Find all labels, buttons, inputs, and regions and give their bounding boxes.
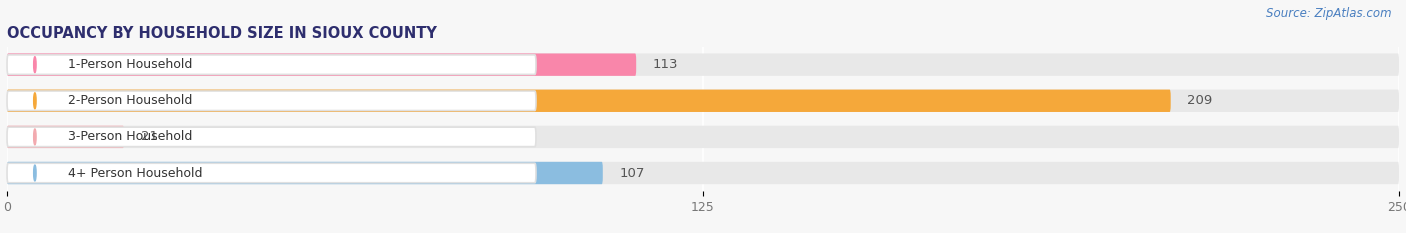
Circle shape (34, 57, 37, 73)
Text: 21: 21 (141, 130, 157, 143)
Text: 113: 113 (652, 58, 678, 71)
FancyBboxPatch shape (7, 162, 1399, 184)
FancyBboxPatch shape (7, 126, 1399, 148)
Text: OCCUPANCY BY HOUSEHOLD SIZE IN SIOUX COUNTY: OCCUPANCY BY HOUSEHOLD SIZE IN SIOUX COU… (7, 26, 437, 41)
FancyBboxPatch shape (7, 162, 603, 184)
Text: 4+ Person Household: 4+ Person Household (69, 167, 202, 179)
Text: 3-Person Household: 3-Person Household (69, 130, 193, 143)
FancyBboxPatch shape (7, 53, 1399, 76)
Text: 107: 107 (620, 167, 645, 179)
Text: 1-Person Household: 1-Person Household (69, 58, 193, 71)
Text: Source: ZipAtlas.com: Source: ZipAtlas.com (1267, 7, 1392, 20)
FancyBboxPatch shape (7, 89, 1399, 112)
FancyBboxPatch shape (7, 126, 124, 148)
FancyBboxPatch shape (7, 91, 536, 110)
Circle shape (34, 129, 37, 145)
FancyBboxPatch shape (7, 163, 536, 183)
FancyBboxPatch shape (7, 53, 636, 76)
FancyBboxPatch shape (7, 55, 536, 74)
FancyBboxPatch shape (7, 89, 1171, 112)
FancyBboxPatch shape (7, 127, 536, 147)
Circle shape (34, 165, 37, 181)
Text: 2-Person Household: 2-Person Household (69, 94, 193, 107)
Circle shape (34, 93, 37, 109)
Text: 209: 209 (1188, 94, 1212, 107)
